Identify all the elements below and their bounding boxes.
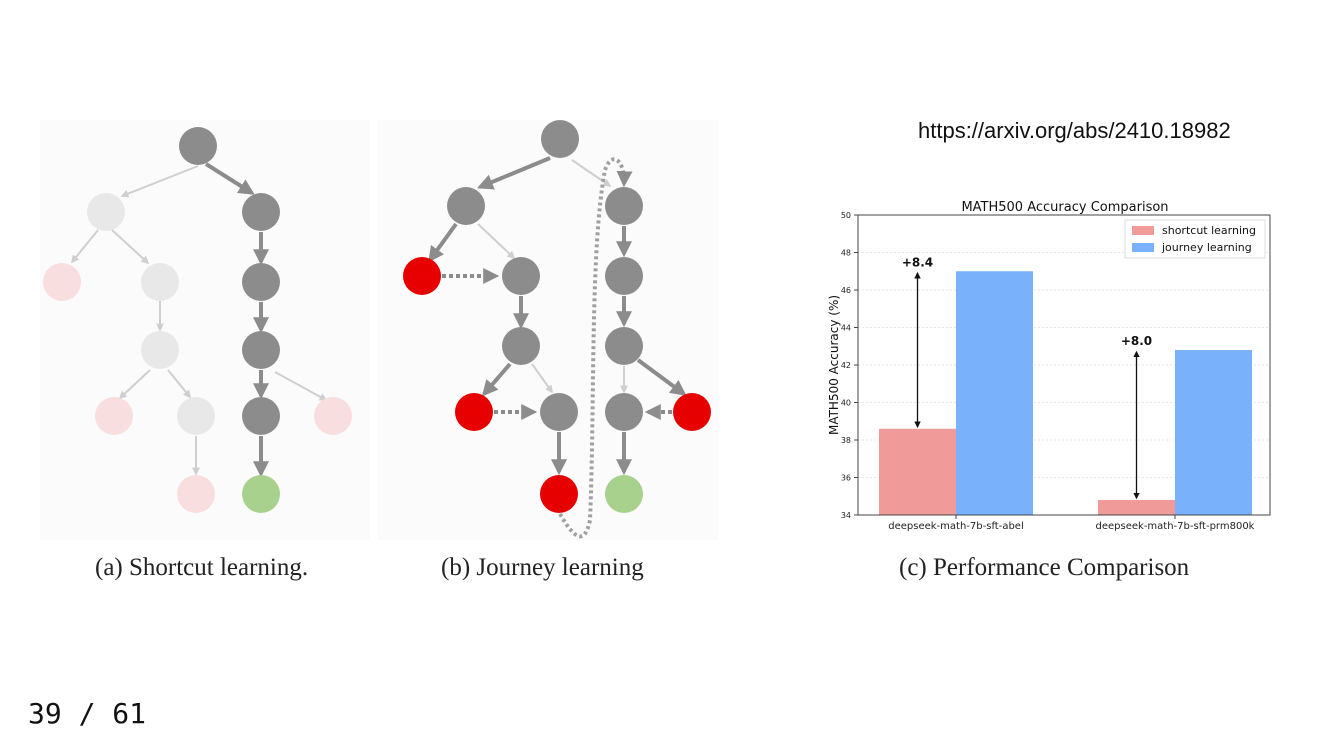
- tree-nodes: [403, 120, 711, 513]
- tree-nodes: [43, 127, 352, 513]
- legend-swatch-shortcut: [1132, 226, 1154, 235]
- y-tick-label: 40: [841, 399, 851, 408]
- tree-node: [540, 393, 578, 431]
- y-tick-label: 48: [841, 249, 851, 258]
- tree-node: [242, 193, 280, 231]
- tree-node: [141, 331, 179, 369]
- tree-node: [242, 331, 280, 369]
- y-tick-label: 46: [841, 286, 851, 295]
- legend-swatch-journey: [1132, 243, 1154, 252]
- caption-shortcut-learning: (a) Shortcut learning.: [95, 554, 309, 581]
- bar-journey-1: [1175, 350, 1252, 515]
- tree-node-goal: [605, 475, 643, 513]
- y-tick-label: 42: [841, 361, 851, 370]
- tree-node: [605, 257, 643, 295]
- tree-node: [605, 393, 643, 431]
- caption-performance-comparison: (c) Performance Comparison: [899, 554, 1190, 581]
- tree-node: [605, 327, 643, 365]
- chart-y-axis-label: MATH500 Accuracy (%): [827, 295, 841, 435]
- y-tick-label: 50: [841, 211, 851, 220]
- tree-node: [177, 397, 215, 435]
- tree-node: [141, 263, 179, 301]
- shortcut-learning-tree: [40, 120, 370, 540]
- tree-node-error: [455, 393, 493, 431]
- tree-node-error: [673, 393, 711, 431]
- y-tick-label: 44: [841, 324, 851, 333]
- y-tick-label: 34: [841, 511, 851, 520]
- tree-edges: [428, 156, 687, 539]
- chart-annotations: +8.4 +8.0: [902, 255, 1152, 500]
- tree-node: [95, 397, 133, 435]
- accuracy-bar-chart: MATH500 Accuracy Comparison +8.4+8.0 343…: [827, 200, 1271, 532]
- chart-y-ticks: 34 36 38 40 42 44 46 48 50: [841, 211, 858, 520]
- tree-node: [242, 263, 280, 301]
- source-url-link[interactable]: https://arxiv.org/abs/2410.18982: [918, 118, 1231, 143]
- chart-bars: [879, 271, 1252, 515]
- tree-node: [177, 475, 215, 513]
- chart-title: MATH500 Accuracy Comparison: [961, 200, 1168, 215]
- tree-node-goal: [242, 475, 280, 513]
- x-tick-label: deepseek-math-7b-sft-abel: [888, 521, 1023, 532]
- tree-node-error: [403, 257, 441, 295]
- tree-node: [242, 397, 280, 435]
- tree-node: [43, 263, 81, 301]
- tree-node: [87, 193, 125, 231]
- tree-node: [605, 187, 643, 225]
- chart-x-ticks: deepseek-math-7b-sft-abel deepseek-math-7…: [888, 515, 1255, 532]
- x-tick-label: deepseek-math-7b-sft-prm800k: [1096, 521, 1255, 532]
- journey-learning-tree: [378, 120, 718, 540]
- tree-node: [502, 327, 540, 365]
- tree-node: [502, 257, 540, 295]
- y-tick-label: 38: [841, 436, 851, 445]
- legend-label-shortcut: shortcut learning: [1162, 224, 1256, 237]
- tree-node: [541, 120, 579, 158]
- tree-edges: [70, 162, 328, 478]
- bar-journey-0: [956, 271, 1033, 515]
- y-tick-label: 36: [841, 474, 851, 483]
- chart-legend: shortcut learning journey learning: [1124, 219, 1266, 259]
- caption-journey-learning: (b) Journey learning: [441, 554, 644, 581]
- slide-page-counter: 39 / 61: [28, 697, 147, 730]
- tree-node: [447, 187, 485, 225]
- difference-label: +8.4: [902, 255, 933, 269]
- tree-node: [179, 127, 217, 165]
- difference-label: +8.0: [1121, 334, 1152, 348]
- legend-label-journey: journey learning: [1161, 241, 1252, 254]
- bar-shortcut-1: [1098, 500, 1175, 515]
- tree-node-error: [540, 475, 578, 513]
- tree-node: [314, 397, 352, 435]
- bar-shortcut-0: [879, 428, 956, 515]
